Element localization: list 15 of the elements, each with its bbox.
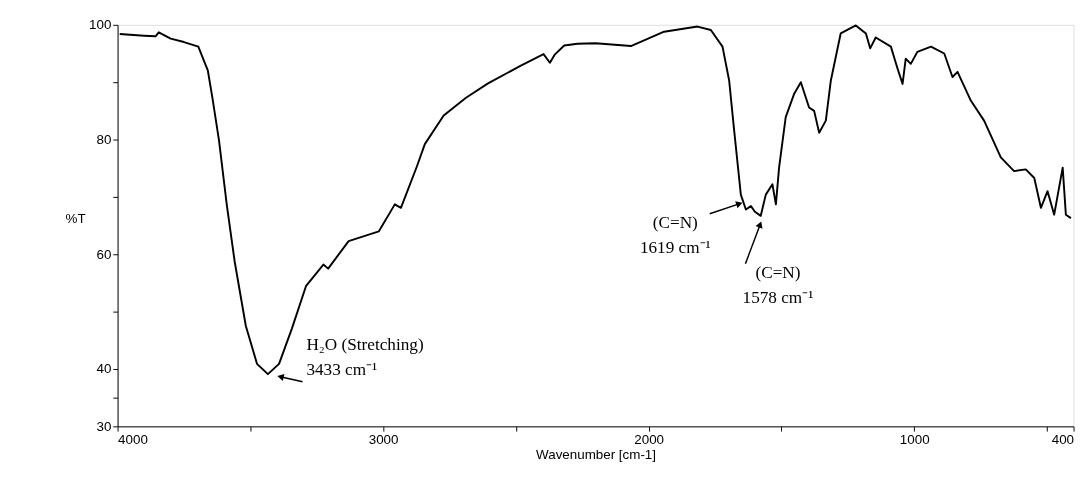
y-axis-title: %T [65,211,86,227]
x-tick-label: 1000 [899,432,930,448]
y-tick-label: 100 [89,17,112,33]
y-tick-label: 60 [96,246,112,262]
x-tick-label: 4000 [118,432,148,448]
x-tick-label: 400 [1051,432,1075,448]
x-tick-label: 3000 [368,432,399,448]
y-tick-label: 30 [96,418,112,434]
annotation: (C=N) 1578 cm⁻¹ [742,262,814,307]
annotation: H₂O (Stretching) 3433 cm⁻¹ [306,335,424,380]
x-axis-title: Wavenumber [cm-1] [536,447,657,463]
y-tick-label: 80 [96,131,112,147]
y-tick-label: 40 [96,361,112,377]
x-tick-label: 2000 [634,432,665,448]
annotation: (C=N) 1619 cm⁻¹ [639,213,711,257]
